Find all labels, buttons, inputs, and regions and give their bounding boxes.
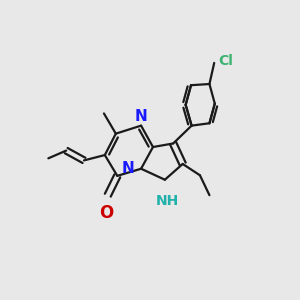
Text: O: O [99, 204, 113, 222]
Text: Cl: Cl [218, 53, 232, 68]
Text: NH: NH [156, 194, 179, 208]
Text: N: N [122, 161, 134, 176]
Text: N: N [135, 109, 148, 124]
